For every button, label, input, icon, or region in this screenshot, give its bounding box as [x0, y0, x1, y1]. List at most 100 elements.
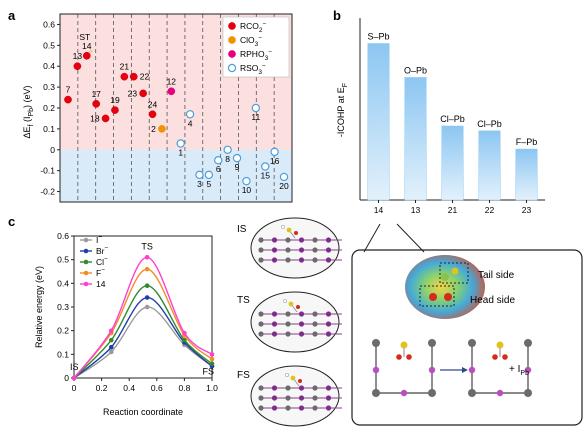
atom: [258, 237, 264, 243]
i-atom: [468, 366, 476, 374]
line-panel-c: 0 0.2 0.4 0.6 0.8 1.0 0 0.1 0.2 0.3 0.4 0.5 0.6 React…: [34, 231, 218, 417]
atom: [271, 321, 278, 327]
structure-label-is: IS: [237, 224, 247, 235]
atom: [285, 247, 291, 253]
product-label: + IPb: [509, 364, 529, 377]
atom: [298, 247, 305, 253]
atom: [312, 247, 318, 253]
scatter-panel-a: 0.6 0.5 0.4 0.3 0.2 0.1 0 -0.1 -0.2 ΔEf (IPb) (eV…: [22, 13, 293, 203]
series-point: [209, 361, 215, 367]
reaction-arrowhead: [462, 367, 468, 373]
atom: [312, 257, 318, 263]
atom: [312, 405, 318, 411]
i-atom: [524, 366, 532, 374]
tail-side-label: Tail side: [478, 270, 515, 281]
series-point: [144, 304, 150, 310]
negative-region: [60, 149, 292, 202]
y-axis-label: Relative energy (eV): [34, 266, 44, 348]
head-side-label: Head side: [470, 295, 515, 306]
atom: [271, 237, 278, 243]
atom: [312, 311, 318, 317]
data-point: [167, 87, 176, 96]
data-point: [214, 156, 223, 165]
legend: RCO2−ClO3−RPHO3−RSO3−: [222, 16, 290, 78]
legend-label: F−: [96, 267, 105, 278]
y-tick-label: 0.5: [57, 255, 69, 265]
legend-label: Br−: [96, 245, 109, 256]
pb-atom: [372, 389, 380, 397]
bar: [515, 148, 538, 201]
y-axis-label: ΔEf (IPb) (eV): [22, 85, 35, 138]
series-line: [73, 256, 213, 379]
structure-images: [250, 217, 342, 427]
atom: [294, 231, 298, 235]
data-point: [232, 153, 242, 163]
atom: [285, 405, 291, 411]
esp-atom: [429, 293, 437, 301]
x-tick-label: 0.8: [178, 383, 190, 393]
y-tick-label: 0.3: [57, 302, 69, 312]
st-label: ST: [79, 32, 90, 42]
pb-atom: [428, 339, 436, 347]
esp-atom: [444, 293, 452, 301]
x-tick-label: 0.2: [96, 383, 108, 393]
point-label: 24: [148, 99, 158, 109]
legend-marker: [227, 63, 237, 73]
atom: [285, 311, 291, 317]
atom: [282, 298, 288, 304]
point-label: 13: [73, 51, 83, 61]
series-line: [73, 296, 213, 379]
y-tick-label: 0: [50, 145, 55, 155]
legend-marker: [83, 270, 89, 276]
y-tick-label: -0.1: [40, 166, 55, 176]
esp-atom: [451, 267, 459, 275]
atom: [496, 341, 504, 349]
atom: [298, 257, 305, 263]
data-point: [223, 145, 232, 154]
atom: [298, 321, 305, 327]
atom: [312, 331, 318, 337]
cell-outline: [250, 365, 340, 427]
legend-marker: [83, 248, 89, 254]
point-label: 4: [188, 118, 193, 128]
atom: [285, 385, 291, 391]
data-point: [242, 176, 251, 186]
legend-label: RCO2−: [240, 21, 267, 34]
atom: [285, 395, 291, 401]
atom: [396, 354, 402, 360]
zoom-line-right: [396, 223, 425, 253]
y-tick-label: 0.4: [57, 278, 69, 288]
y-tick-label: 0.4: [43, 61, 55, 71]
y-tick-label: 0.6: [57, 231, 69, 241]
atom: [284, 372, 290, 378]
bar-panel-b: -ICOHP at EF S–Pb 14 O–Pb 13 Cl–Pb 21 Cl–Pb 22 F–…: [336, 18, 545, 215]
atom: [271, 395, 278, 401]
fs-label: FS: [202, 366, 214, 376]
bar: [478, 130, 501, 201]
point-label: 19: [110, 95, 120, 105]
legend-label: RSO3−: [240, 63, 266, 76]
pb-atom: [428, 389, 436, 397]
y-tick-label: 0.1: [43, 124, 55, 134]
head-box: [419, 285, 455, 307]
series-point: [108, 328, 114, 333]
bar: [367, 43, 390, 201]
data-point: [185, 110, 195, 119]
data-point: [139, 89, 147, 98]
y-tick-label: 0.2: [43, 103, 55, 113]
is-label: IS: [70, 362, 79, 372]
y-tick-label: 0.5: [43, 40, 55, 50]
atom: [271, 311, 278, 317]
series-point: [182, 337, 187, 343]
series-point: [209, 352, 215, 357]
data-point: [92, 99, 101, 108]
i-atom: [496, 389, 504, 397]
atom: [325, 385, 332, 391]
plot-frame: [73, 235, 213, 379]
series-point: [144, 283, 150, 289]
legend-marker: [83, 281, 89, 287]
point-label: 17: [91, 89, 101, 99]
bar-label: S–Pb: [367, 31, 389, 41]
atom: [285, 237, 291, 243]
